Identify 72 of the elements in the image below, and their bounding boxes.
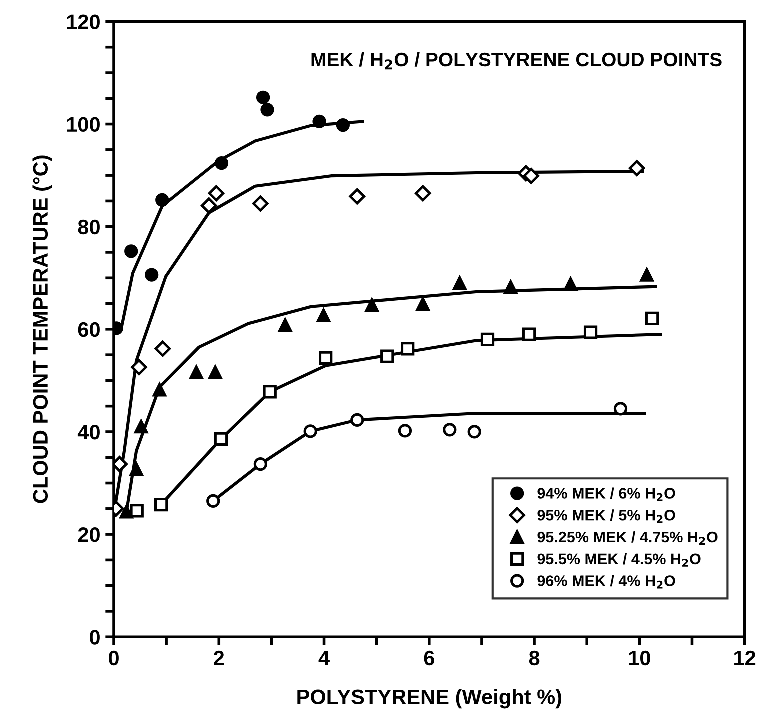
point <box>131 359 148 376</box>
point <box>468 425 482 439</box>
x-tick-label: 2 <box>214 650 224 666</box>
y-tick-label: 40 <box>78 424 100 440</box>
legend-label: 94% MEK / 6% H$_{2}$O <box>538 488 676 502</box>
point <box>304 424 318 438</box>
y-tick-label: 20 <box>78 528 100 542</box>
point <box>201 198 218 214</box>
y-tick-label: 0 <box>90 630 100 645</box>
x-tick-label: 12 <box>734 650 756 666</box>
point <box>263 385 277 399</box>
point <box>130 462 144 476</box>
point <box>401 342 415 356</box>
point <box>154 498 168 512</box>
point <box>134 420 148 434</box>
point <box>614 402 628 416</box>
x-tick-label: 10 <box>629 650 650 666</box>
point <box>443 423 457 437</box>
y-tick-label: 60 <box>78 322 100 338</box>
point <box>564 277 578 292</box>
point <box>349 188 366 205</box>
point <box>350 413 364 427</box>
text: MEK / H$_{2}$O / POLYSTYRENE CLOUD POINTS <box>312 52 722 70</box>
point <box>365 298 379 312</box>
point <box>584 326 598 340</box>
legend-label: 95.5% MEK / 4.5% H$_{2}$O <box>538 553 701 567</box>
point <box>628 160 646 177</box>
point <box>414 185 432 202</box>
point <box>640 268 654 282</box>
point <box>190 366 204 380</box>
point <box>336 118 350 132</box>
point <box>254 457 268 472</box>
point <box>252 196 269 212</box>
point <box>214 156 229 170</box>
point <box>206 494 220 508</box>
point <box>260 103 274 117</box>
legend-label: 95% MEK / 5% H$_{2}$O <box>538 510 676 524</box>
point <box>124 244 138 258</box>
point <box>154 340 172 358</box>
point <box>453 276 467 290</box>
point <box>214 432 228 446</box>
point <box>319 351 333 365</box>
x-tick-label: 0 <box>109 650 119 666</box>
point <box>522 328 536 342</box>
point <box>156 193 170 207</box>
point <box>523 168 540 184</box>
x-axis-title: POLYSTYRENE (Weight %) <box>298 689 562 709</box>
x-tick-label: 6 <box>424 650 434 666</box>
point <box>316 308 331 322</box>
point <box>208 366 222 380</box>
x-tick-label: 8 <box>529 650 540 666</box>
y-axis-title: CLOUD POINT TEMPERATURE (°C) <box>32 156 52 504</box>
point <box>380 350 394 364</box>
point <box>504 280 518 294</box>
point <box>152 383 167 397</box>
point <box>208 185 225 202</box>
point <box>645 312 660 326</box>
point <box>480 332 495 346</box>
point <box>120 505 134 519</box>
point <box>256 90 270 104</box>
legend-label: 95.25% MEK / 4.75% H$_{2}$O <box>538 531 718 546</box>
point <box>278 318 292 332</box>
x-tick-label: 4 <box>318 651 330 666</box>
y-tick-label: 120 <box>67 14 100 30</box>
point <box>416 297 430 312</box>
point <box>312 114 326 129</box>
legend-label: 96% MEK / 4% H$_{2}$O <box>538 575 676 589</box>
point <box>398 424 412 438</box>
point <box>145 268 159 282</box>
y-tick-label: 80 <box>78 220 100 235</box>
y-tick-label: 100 <box>67 117 100 132</box>
point <box>130 504 144 518</box>
